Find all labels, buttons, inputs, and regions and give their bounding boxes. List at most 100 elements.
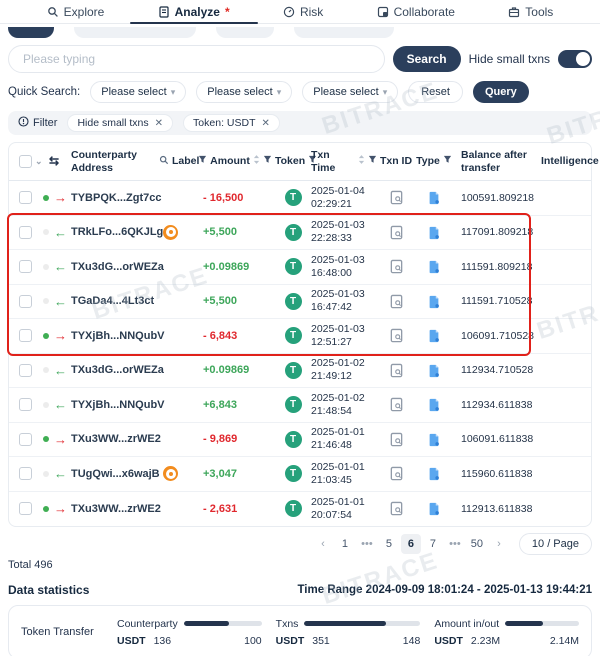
txn-id-view-icon[interactable] <box>389 432 404 447</box>
quick-select-3[interactable]: Please select ▾ <box>302 81 399 103</box>
page-button[interactable]: 7 <box>429 538 436 550</box>
amount-value: - 16,500 <box>203 191 244 204</box>
page-button[interactable]: 50 <box>470 538 484 550</box>
nav-tab-analyze[interactable]: Analyze * <box>129 0 258 24</box>
hide-small-txns-toggle[interactable] <box>558 50 592 68</box>
type-document-icon[interactable] <box>427 190 441 205</box>
funnel-icon[interactable] <box>443 155 452 167</box>
counterparty-address[interactable]: TYBPQK...Zgt7cc <box>71 191 162 204</box>
funnel-icon[interactable] <box>368 155 377 167</box>
page-button[interactable]: 5 <box>385 538 392 550</box>
table-row[interactable]: → TYXjBh...NNQubV - 6,843 T 2025-01-03 1… <box>9 319 591 354</box>
select-all-checkbox[interactable] <box>19 155 32 168</box>
counterparty-address[interactable]: TUgQwi...x6wajB <box>71 467 160 480</box>
txn-id-view-icon[interactable] <box>389 294 404 309</box>
txn-id-view-icon[interactable] <box>389 397 404 412</box>
table-row[interactable]: ← TRkLFo...6QKJLg +5,500 T 2025-01-03 22… <box>9 216 591 250</box>
page-button[interactable]: 6 <box>400 534 421 554</box>
chevron-down-icon[interactable]: ⌄ <box>35 156 43 167</box>
counterparty-address[interactable]: TXu3WW...zrWE2 <box>71 502 161 515</box>
counterparty-address[interactable]: TXu3dG...orWEZa <box>71 364 164 377</box>
row-checkbox[interactable] <box>19 398 32 412</box>
counterparty-address[interactable]: TGaDa4...4Lt3ct <box>71 295 155 308</box>
type-document-icon[interactable] <box>427 225 441 240</box>
funnel-icon[interactable] <box>198 155 207 167</box>
table-row[interactable]: ← TUgQwi...x6wajB +3,047 T 2025-01-01 21… <box>9 457 591 492</box>
nav-tab-explore[interactable]: Explore <box>47 0 104 23</box>
sort-icon[interactable] <box>358 154 365 168</box>
funnel-icon[interactable] <box>263 155 272 167</box>
txn-id-view-icon[interactable] <box>389 225 404 240</box>
txn-date: 2025-01-02 <box>311 357 365 370</box>
txn-date: 2025-01-03 <box>311 219 365 232</box>
table-row[interactable]: ← TGaDa4...4Lt3ct +5,500 T 2025-01-03 16… <box>9 285 591 319</box>
search-icon[interactable] <box>159 155 169 168</box>
counterparty-address[interactable]: TRkLFo...6QKJLg <box>71 226 164 239</box>
type-document-icon[interactable] <box>427 363 441 378</box>
nav-tab-collaborate[interactable]: Collaborate <box>377 0 455 23</box>
type-document-icon[interactable] <box>427 432 441 447</box>
table-row[interactable]: → TXu3WW...zrWE2 - 9,869 T 2025-01-01 21… <box>9 423 591 457</box>
query-button[interactable]: Query <box>472 81 529 103</box>
txn-id-view-icon[interactable] <box>389 328 404 343</box>
type-document-icon[interactable] <box>427 328 441 343</box>
counterparty-address[interactable]: TXu3WW...zrWE2 <box>71 433 161 446</box>
amount-value: +6,843 <box>203 398 237 411</box>
quick-select-1[interactable]: Please select ▾ <box>90 81 187 103</box>
address-tab-pill[interactable] <box>216 27 274 38</box>
counterparty-address[interactable]: TXu3dG...orWEZa <box>71 260 164 273</box>
stat-right-value: 148 <box>402 634 421 647</box>
prev-button[interactable]: ‹ <box>321 538 325 550</box>
funnel-icon[interactable] <box>308 155 317 167</box>
table-row[interactable]: → TYBPQK...Zgt7cc - 16,500 T 2025-01-04 … <box>9 181 591 216</box>
txn-id-view-icon[interactable] <box>389 466 404 481</box>
page-button[interactable]: 1 <box>341 538 348 550</box>
row-checkbox[interactable] <box>19 363 32 377</box>
sort-icon[interactable] <box>253 154 260 168</box>
address-tab-pill[interactable] <box>74 27 196 38</box>
type-document-icon[interactable] <box>427 294 441 309</box>
type-document-icon[interactable] <box>427 397 441 412</box>
tether-token-icon: T <box>284 500 302 518</box>
txn-id-view-icon[interactable] <box>389 501 404 516</box>
gauge-icon <box>283 6 295 18</box>
row-checkbox[interactable] <box>19 294 32 308</box>
row-checkbox[interactable] <box>19 432 32 446</box>
row-checkbox[interactable] <box>19 225 32 239</box>
close-icon[interactable]: ✕ <box>261 117 270 129</box>
type-document-icon[interactable] <box>427 259 441 274</box>
balance-after-transfer: 112934.611838 <box>461 398 533 411</box>
col-type: Type <box>416 155 440 168</box>
reset-button[interactable]: Reset <box>408 81 463 103</box>
row-checkbox[interactable] <box>19 329 32 343</box>
table-row[interactable]: ← TXu3dG...orWEZa +0.09869 T 2025-01-03 … <box>9 250 591 285</box>
cropped-tab-pills <box>8 27 592 38</box>
counterparty-address[interactable]: TYXjBh...NNQubV <box>71 329 165 342</box>
type-document-icon[interactable] <box>427 501 441 516</box>
table-row[interactable]: ← TXu3dG...orWEZa +0.09869 T 2025-01-02 … <box>9 354 591 388</box>
active-address-tab-pill[interactable] <box>8 27 54 38</box>
type-document-icon[interactable] <box>427 466 441 481</box>
next-button[interactable]: › <box>497 538 501 550</box>
row-checkbox[interactable] <box>19 502 32 516</box>
search-button[interactable]: Search <box>392 46 461 72</box>
nav-tab-risk[interactable]: Risk <box>283 0 323 23</box>
txn-id-view-icon[interactable] <box>389 363 404 378</box>
row-checkbox[interactable] <box>19 191 32 205</box>
table-row[interactable]: ← TYXjBh...NNQubV +6,843 T 2025-01-02 21… <box>9 388 591 423</box>
close-icon[interactable]: ✕ <box>154 117 164 129</box>
address-tab-pill[interactable] <box>294 27 394 38</box>
search-row: Search Hide small txns <box>8 45 592 73</box>
txn-id-view-icon[interactable] <box>389 190 404 205</box>
row-checkbox[interactable] <box>19 467 32 481</box>
search-input[interactable] <box>8 45 385 73</box>
txn-id-view-icon[interactable] <box>389 259 404 274</box>
counterparty-address[interactable]: TYXjBh...NNQubV <box>71 398 165 411</box>
table-row[interactable]: → TXu3WW...zrWE2 - 2,631 T 2025-01-01 20… <box>9 492 591 527</box>
quick-select-2[interactable]: Please select ▾ <box>196 81 293 103</box>
pagination: ‹ 1 ••• 5 6 7 ••• 50 › 10 / Page <box>8 533 592 555</box>
nav-tab-tools[interactable]: Tools <box>508 0 553 23</box>
page-size-select[interactable]: 10 / Page <box>518 533 592 555</box>
row-checkbox[interactable] <box>19 260 32 274</box>
txn-clock: 20:07:54 <box>311 508 352 521</box>
